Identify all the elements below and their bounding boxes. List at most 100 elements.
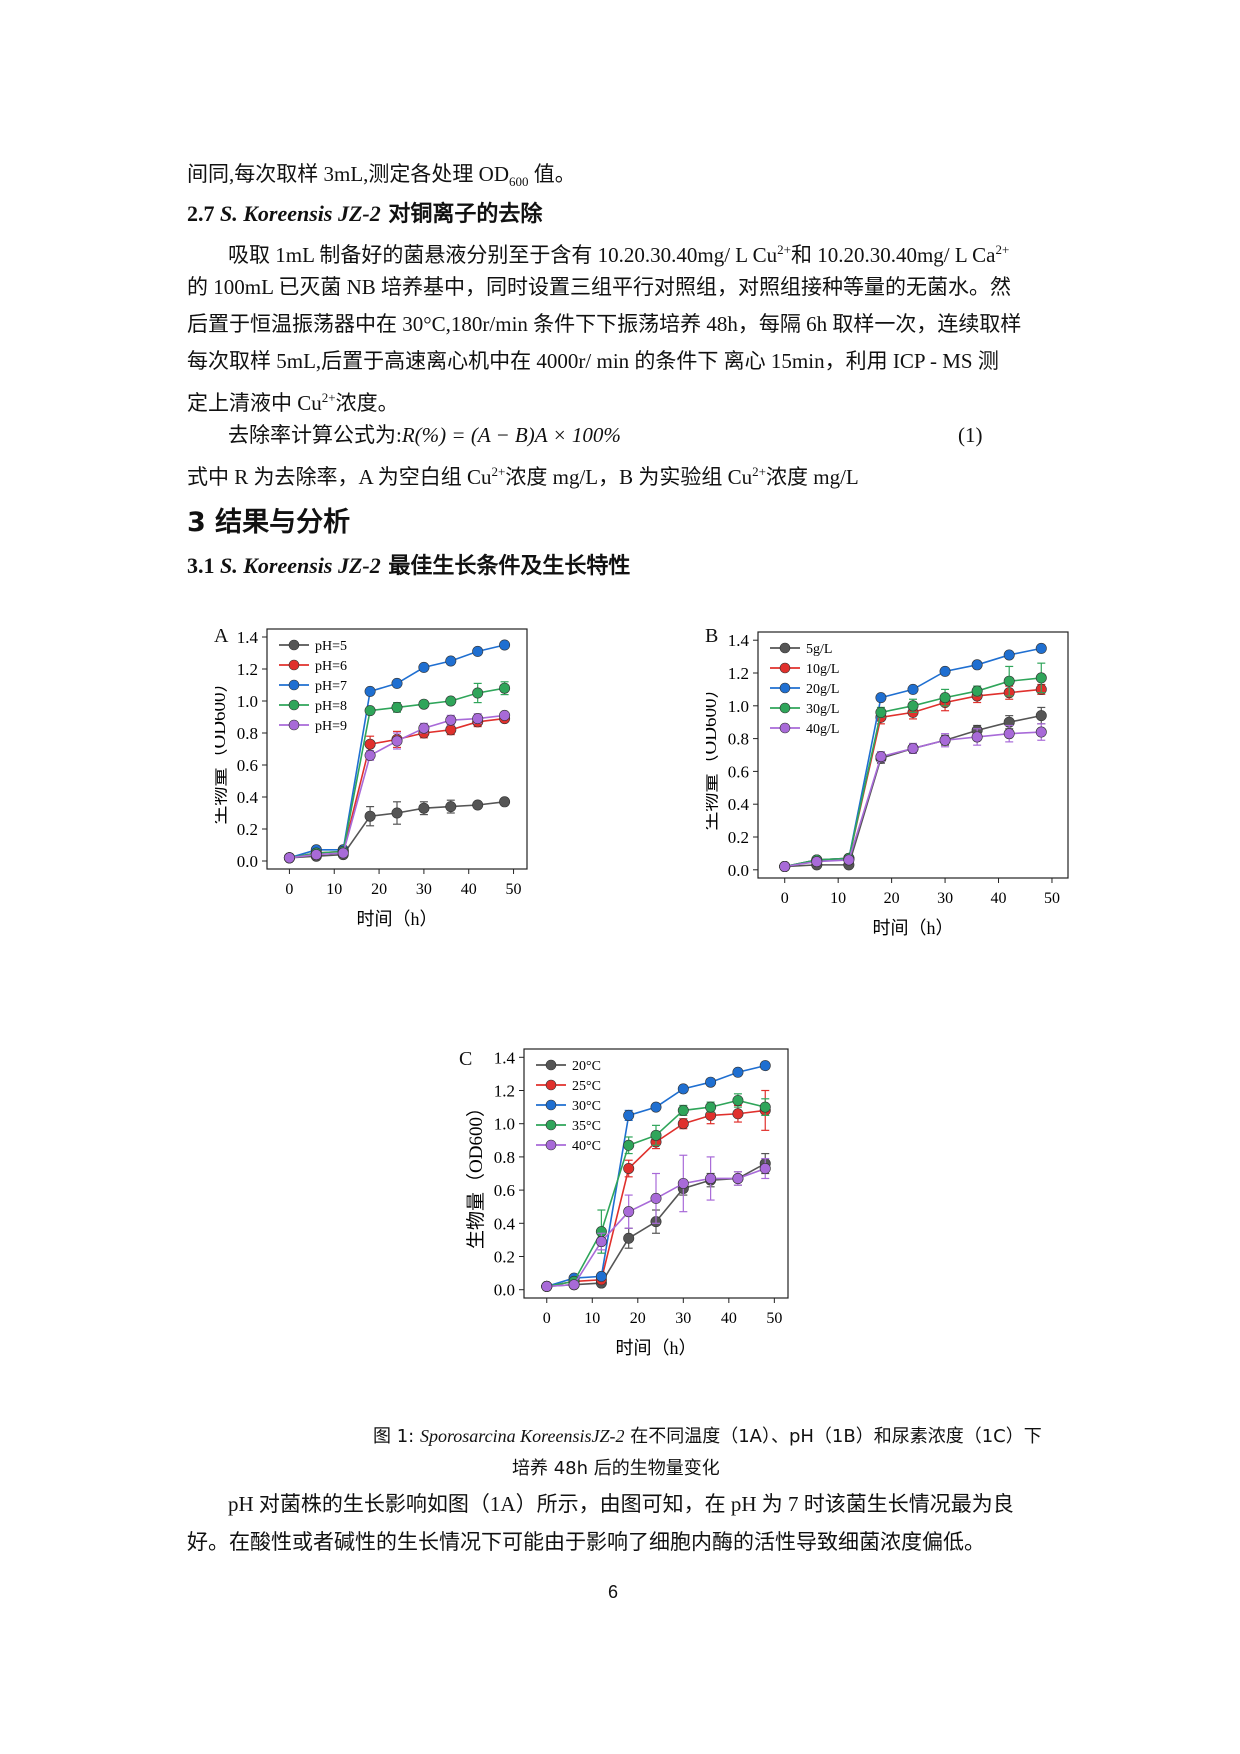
heading-number: 2.7 [187, 201, 220, 226]
data-point [677, 1104, 689, 1116]
x-tick-label: 40 [991, 890, 1007, 907]
data-point [650, 1192, 662, 1204]
data-point [732, 1172, 744, 1184]
data-point [595, 1236, 607, 1248]
data-point [705, 1172, 717, 1184]
series-line [784, 714, 1042, 868]
y-tick-label: 1.4 [237, 628, 259, 647]
heading-number: 3.1 [187, 553, 220, 578]
data-point [337, 847, 349, 859]
formula-label: 去除率计算公式为: [228, 423, 402, 447]
x-tick-label: 30 [416, 881, 432, 898]
x-tick-label: 30 [937, 890, 953, 907]
y-tick-label: 1.2 [237, 660, 258, 679]
data-point [759, 1163, 771, 1175]
y-tick-label: 0.8 [728, 730, 749, 749]
figure-caption-line2: 培养 48h 后的生物量变化 [512, 1458, 720, 1479]
chart-b: 0.0 0.2 0.4 0.6 0.8 1.0 1.2 1.4 0 10 20 30 40 50 时间（h）… [706, 631, 1069, 938]
y-tick-label: 1.0 [237, 692, 258, 711]
data-point [759, 1060, 771, 1072]
data-point [650, 1101, 662, 1113]
formula-legend: 式中 R 为去除率，A 为空白组 Cu2+浓度 mg/L，B 为实验组 Cu2+… [187, 458, 859, 491]
legend-marker [779, 702, 791, 714]
data-point [971, 685, 983, 697]
data-point [391, 677, 403, 689]
legend-label: 10g/L [806, 662, 839, 677]
legend-marker [545, 1059, 557, 1071]
data-point [499, 639, 511, 651]
plot-frame [757, 631, 1069, 879]
heading-species: S. Koreensis JZ-2 [220, 201, 381, 226]
y-tick-label: 0.6 [728, 762, 749, 781]
y-axis-label: 生物量（OD600） [465, 1098, 487, 1249]
x-tick-label: 0 [285, 881, 293, 898]
legend-marker [288, 679, 300, 691]
paragraph-text: 浓度。 [335, 391, 399, 415]
y-tick-label: 0.4 [237, 788, 259, 807]
data-point [875, 751, 887, 763]
plot-frame [266, 628, 528, 870]
data-point [1035, 710, 1047, 722]
y-tick-label: 0.2 [237, 820, 258, 839]
chart-c: 0.0 0.2 0.4 0.6 0.8 1.0 1.2 1.4 0 10 20 30 40 50 时间（h）… [465, 1048, 789, 1358]
y-tick-label: 0.2 [494, 1248, 515, 1267]
legend-marker [288, 719, 300, 731]
data-point [1003, 728, 1015, 740]
page-number: 6 [608, 1582, 619, 1602]
superscript: 2+ [995, 242, 1010, 257]
continued-line-text: 间同,每次取样 3mL,测定各处理 OD [187, 162, 509, 186]
data-point [843, 854, 855, 866]
data-point [1003, 649, 1015, 661]
data-point [418, 802, 430, 814]
y-tick-label: 1.4 [728, 631, 750, 650]
data-point [623, 1232, 635, 1244]
legend-label: 20g/L [806, 682, 839, 697]
data-point [499, 709, 511, 721]
data-point [677, 1177, 689, 1189]
data-point [472, 713, 484, 725]
paragraph-line: 每次取样 5mL,后置于高速离心机中在 4000r/ min 的条件下 离心 1… [187, 349, 999, 373]
data-point [283, 852, 295, 864]
data-point [875, 692, 887, 704]
data-point [971, 659, 983, 671]
data-point [595, 1270, 607, 1282]
legend-marker [545, 1099, 557, 1111]
data-point [677, 1118, 689, 1130]
superscript: 2+ [491, 464, 506, 479]
y-axis-label: 生物量（OD600） [215, 674, 230, 825]
data-point [623, 1109, 635, 1121]
legend-label: pH=7 [315, 679, 347, 694]
legend-marker [288, 699, 300, 711]
formula-line: 去除率计算公式为:R(%) = (A − B)A × 100% [228, 421, 621, 449]
paragraph-line: 定上清液中 Cu2+浓度。 [187, 384, 399, 417]
x-tick-label: 0 [543, 1310, 551, 1327]
data-point [939, 665, 951, 677]
data-point [623, 1163, 635, 1175]
superscript: 2+ [321, 390, 336, 405]
formula: R(%) = (A − B)A × 100% [401, 423, 621, 447]
caption-prefix: 图 1: [373, 1426, 420, 1447]
y-tick-label: 0.8 [237, 724, 258, 743]
legend-label: 30g/L [806, 702, 839, 717]
legend-label: 35°C [572, 1119, 601, 1134]
panel-letter-c: C [459, 1048, 473, 1070]
x-axis-label: 时间（h） [616, 1338, 697, 1358]
y-tick-label: 0.4 [728, 795, 750, 814]
data-point [418, 698, 430, 710]
y-tick-label: 0.6 [237, 756, 258, 775]
data-point [705, 1101, 717, 1113]
paragraph-text: 定上清液中 Cu [187, 391, 322, 415]
data-point [499, 682, 511, 694]
section-heading-2-7: 2.7 S. Koreensis JZ-2 对铜离子的去除 [187, 196, 542, 228]
panel-letter-a: A [214, 625, 229, 647]
data-point [568, 1279, 580, 1291]
data-point [391, 701, 403, 713]
y-tick-label: 1.0 [728, 697, 749, 716]
y-tick-label: 0.2 [728, 828, 749, 847]
legend-label: 20°C [572, 1059, 601, 1074]
heading-title: 对铜离子的去除 [380, 202, 543, 227]
x-tick-label: 20 [630, 1310, 646, 1327]
y-tick-label: 1.2 [494, 1082, 515, 1101]
data-point [472, 799, 484, 811]
legend-marker [779, 642, 791, 654]
